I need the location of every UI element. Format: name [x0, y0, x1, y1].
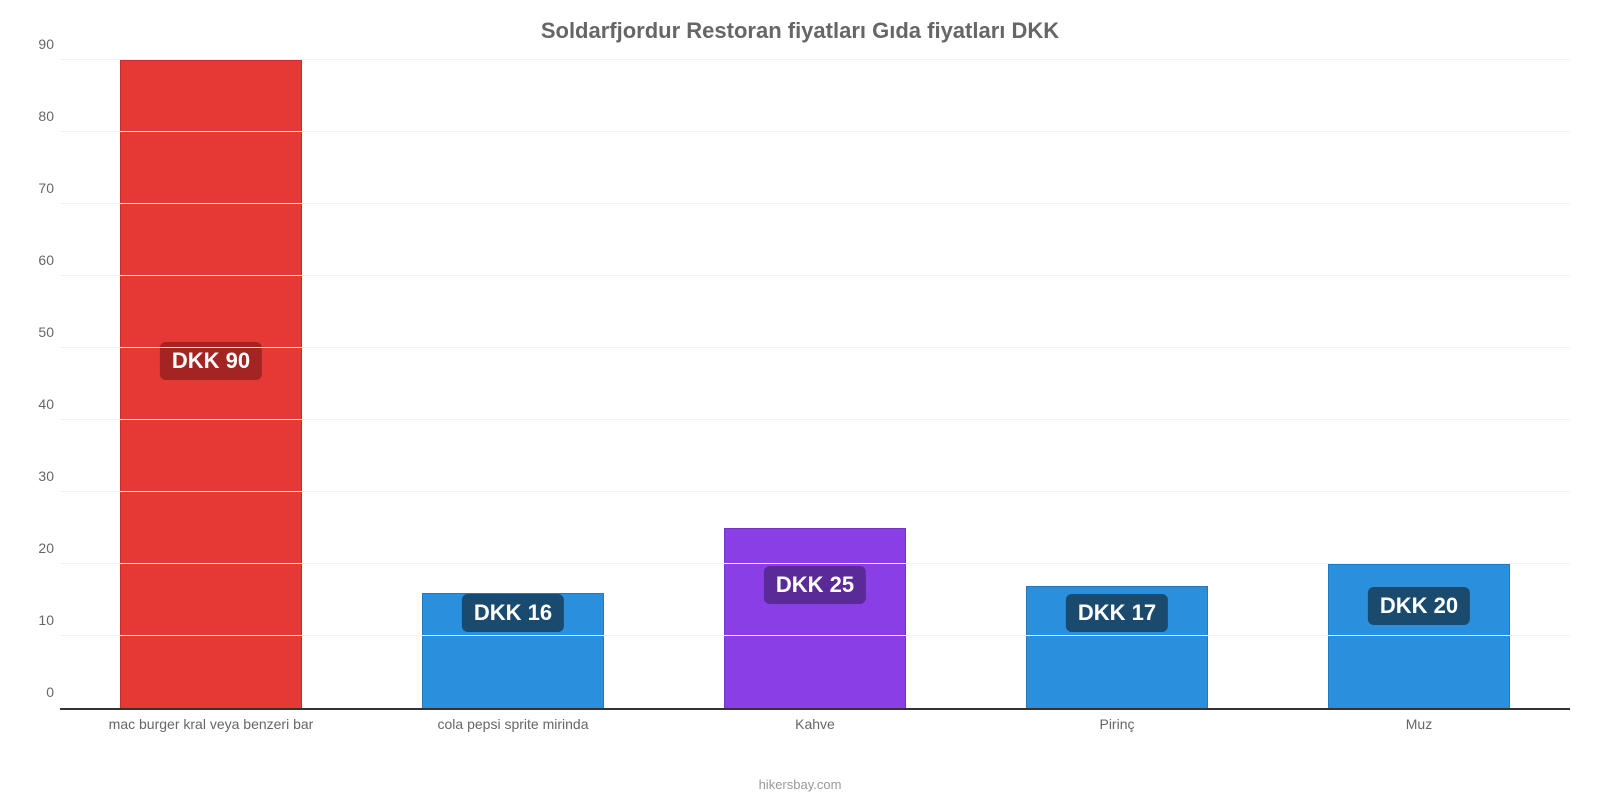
bar-slot: DKK 20: [1268, 60, 1570, 708]
x-axis-label: Pirinç: [966, 710, 1268, 740]
y-tick-label: 60: [20, 252, 54, 268]
y-tick-label: 0: [20, 684, 54, 700]
x-axis-labels: mac burger kral veya benzeri barcola pep…: [60, 710, 1570, 740]
y-tick-label: 70: [20, 180, 54, 196]
bar-slot: DKK 17: [966, 60, 1268, 708]
y-tick-label: 90: [20, 36, 54, 52]
attribution: hikersbay.com: [0, 777, 1600, 792]
plot-area: DKK 90DKK 16DKK 25DKK 17DKK 20 010203040…: [60, 60, 1570, 710]
bars-container: DKK 90 DKK 16 DKK 25 DKK 17 DKK 20: [60, 60, 1570, 708]
bar-slot: DKK 16: [362, 60, 664, 708]
value-badge: DKK 20: [1368, 587, 1470, 625]
y-tick-label: 20: [20, 540, 54, 556]
grid-line: [60, 203, 1570, 204]
bar: [120, 60, 301, 708]
grid-line: [60, 131, 1570, 132]
chart-title: Soldarfjordur Restoran fiyatları Gıda fi…: [0, 0, 1600, 44]
y-tick-label: 30: [20, 468, 54, 484]
grid-line: [60, 59, 1570, 60]
grid-line: [60, 275, 1570, 276]
bar-slot: DKK 25: [664, 60, 966, 708]
y-tick-label: 10: [20, 612, 54, 628]
value-badge: DKK 17: [1066, 594, 1168, 632]
x-axis-label: mac burger kral veya benzeri bar: [60, 710, 362, 740]
y-tick-label: 80: [20, 108, 54, 124]
grid-line: [60, 635, 1570, 636]
grid-line: [60, 563, 1570, 564]
x-axis-label: Muz: [1268, 710, 1570, 740]
value-badge: DKK 25: [764, 566, 866, 604]
x-axis-label: cola pepsi sprite mirinda: [362, 710, 664, 740]
value-badge: DKK 90: [160, 342, 262, 380]
value-badge: DKK 16: [462, 594, 564, 632]
chart-area: DKK 90DKK 16DKK 25DKK 17DKK 20 010203040…: [60, 60, 1570, 740]
y-tick-label: 40: [20, 396, 54, 412]
y-tick-label: 50: [20, 324, 54, 340]
grid-line: [60, 419, 1570, 420]
bar: [724, 528, 905, 708]
grid-line: [60, 491, 1570, 492]
bar-slot: DKK 90: [60, 60, 362, 708]
grid-line: [60, 347, 1570, 348]
x-axis-label: Kahve: [664, 710, 966, 740]
